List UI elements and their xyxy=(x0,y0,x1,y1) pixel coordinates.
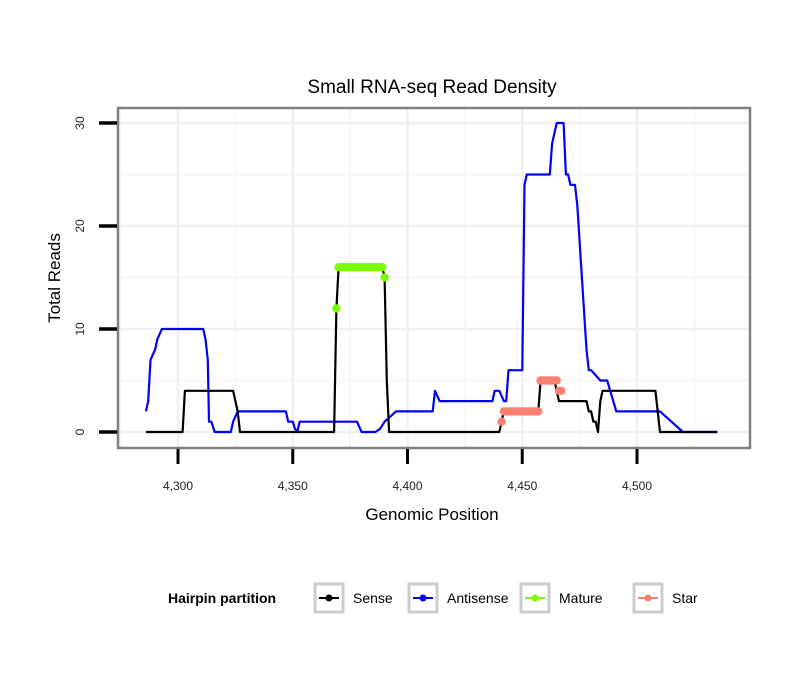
x-tick-label: 4,350 xyxy=(278,479,308,493)
legend-item-sense: Sense xyxy=(313,582,393,614)
data-point-star xyxy=(534,407,543,416)
x-tick-label: 4,300 xyxy=(163,479,193,493)
data-point-star xyxy=(557,386,566,395)
y-tick-label: 30 xyxy=(73,116,87,130)
x-tick-label: 4,400 xyxy=(392,479,422,493)
legend-key-point xyxy=(419,594,427,602)
data-point-mature xyxy=(332,304,341,313)
data-point-mature xyxy=(380,273,389,282)
legend-label-mature: Mature xyxy=(559,590,603,606)
legend: Hairpin partition Sense Antisense Mature St… xyxy=(168,582,698,614)
y-axis-title: Total Reads xyxy=(45,233,64,323)
plot-border xyxy=(116,106,752,450)
legend-label-antisense: Antisense xyxy=(447,590,509,606)
y-tick-label: 20 xyxy=(73,219,87,233)
data-point-star xyxy=(552,376,561,385)
series-line-antisense xyxy=(144,121,718,434)
series-layer xyxy=(144,121,718,434)
y-tick-label: 10 xyxy=(73,322,87,336)
legend-item-antisense: Antisense xyxy=(407,582,509,614)
legend-key-point xyxy=(325,594,333,602)
data-point-star xyxy=(497,417,506,426)
data-point-mature xyxy=(378,263,387,272)
legend-key-point xyxy=(644,594,652,602)
series-points-star xyxy=(497,376,566,426)
x-tick-label: 4,500 xyxy=(622,479,652,493)
legend-label-sense: Sense xyxy=(353,590,393,606)
y-tick-label: 0 xyxy=(73,428,87,435)
legend-item-star: Star xyxy=(632,582,698,614)
chart-title: Small RNA-seq Read Density xyxy=(307,77,557,98)
legend-entries: Sense Antisense Mature Star xyxy=(313,582,698,614)
series-line-sense xyxy=(145,266,718,434)
legend-key-point xyxy=(531,594,539,602)
legend-label-star: Star xyxy=(672,590,698,606)
legend-item-mature: Mature xyxy=(519,582,603,614)
x-axis-title: Genomic Position xyxy=(365,505,498,524)
y-axis: 0 10 20 30 xyxy=(73,116,117,435)
x-tick-label: 4,450 xyxy=(507,479,537,493)
series-points-mature xyxy=(332,263,389,313)
x-axis: 4,300 4,350 4,400 4,450 4,500 xyxy=(163,449,652,493)
legend-title: Hairpin partition xyxy=(168,590,276,606)
